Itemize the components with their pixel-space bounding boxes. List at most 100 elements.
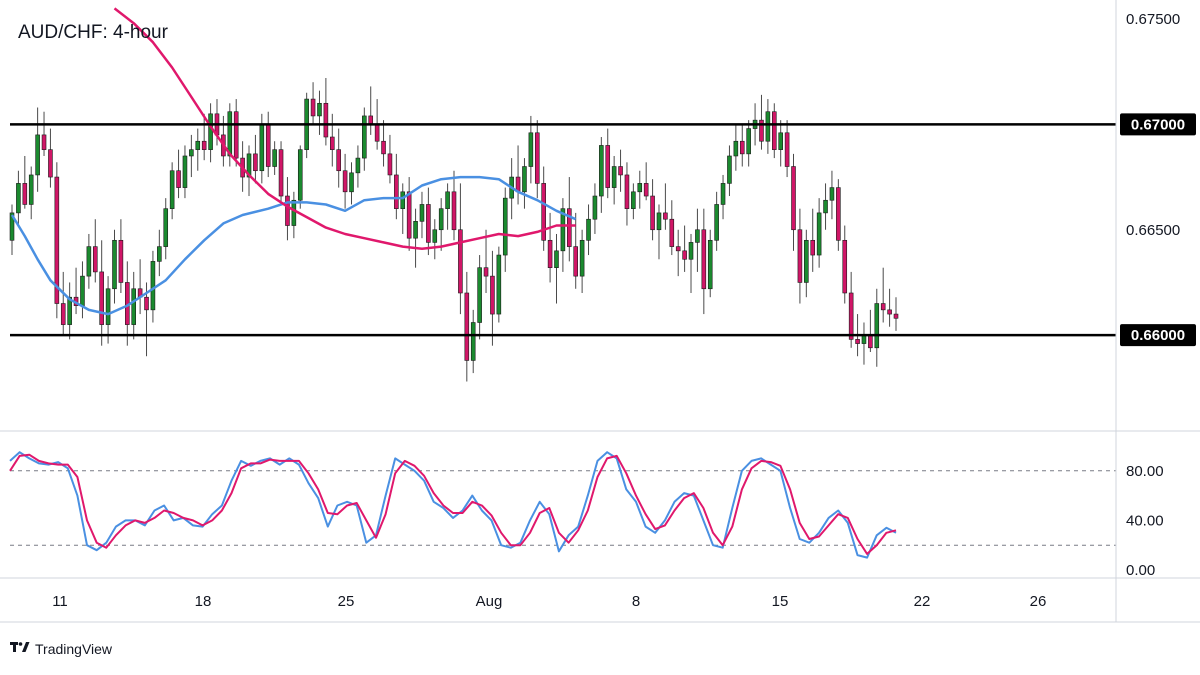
candle: [330, 113, 335, 167]
candle-body-down: [374, 124, 380, 142]
candle-body-down: [387, 153, 393, 176]
candle-body-up: [317, 102, 322, 117]
candle-body-up: [528, 132, 534, 167]
candle: [605, 128, 611, 199]
candle-body-down: [22, 183, 28, 205]
candle: [637, 170, 643, 209]
candle: [400, 183, 406, 234]
candle: [772, 103, 777, 159]
candle-body-down: [176, 170, 181, 188]
candle: [16, 170, 21, 226]
candle: [522, 158, 527, 209]
candle: [67, 282, 72, 340]
candle-body-up: [592, 195, 598, 220]
candle-body-up: [349, 172, 354, 193]
candle: [490, 250, 495, 346]
candle: [515, 145, 521, 205]
candle: [547, 212, 553, 283]
candle: [285, 177, 290, 241]
candle-body-down: [278, 149, 284, 197]
candle: [253, 134, 258, 184]
candle-body-down: [144, 296, 149, 311]
candle-body-down: [836, 187, 841, 241]
candle: [829, 170, 835, 220]
candle-body-down: [855, 339, 860, 344]
candle: [272, 141, 277, 175]
candle-body-down: [336, 149, 341, 172]
candle-body-up: [733, 140, 739, 157]
candle: [80, 261, 85, 319]
candle: [541, 166, 546, 251]
x-tick-label: 26: [1030, 593, 1047, 610]
candle: [804, 229, 809, 298]
candle-body-up: [823, 199, 828, 214]
candle: [22, 155, 28, 209]
candle: [502, 187, 508, 272]
candle-body-down: [759, 119, 764, 142]
candle-body-down: [54, 176, 60, 304]
candle: [310, 82, 316, 125]
candle: [868, 309, 873, 353]
candle-body-up: [291, 199, 297, 226]
candle: [445, 183, 450, 230]
candle-body-down: [772, 111, 777, 150]
candle-body-up: [522, 166, 527, 193]
candle: [701, 208, 707, 315]
candle: [41, 111, 47, 156]
candle-body-down: [650, 195, 655, 231]
candle-body-up: [470, 322, 476, 361]
candle: [73, 267, 79, 315]
candle: [195, 128, 201, 171]
candle: [118, 219, 124, 293]
x-tick-label: 8: [632, 593, 640, 610]
candle: [618, 149, 623, 192]
candle: [131, 271, 136, 340]
candle: [323, 77, 329, 146]
candle: [791, 153, 796, 251]
candle: [413, 208, 418, 268]
candle-body-up: [874, 303, 880, 349]
candle: [567, 177, 572, 262]
candle-body-down: [675, 246, 681, 252]
candle: [842, 225, 848, 304]
candle: [278, 141, 284, 205]
candle-body-down: [669, 218, 675, 247]
stochastic-line-2: [9, 453, 897, 555]
candle-body-up: [131, 288, 136, 325]
candle: [227, 103, 233, 167]
x-tick-label: 18: [195, 593, 212, 610]
candle: [810, 208, 816, 272]
candle-body-down: [118, 239, 124, 283]
candle: [663, 183, 668, 230]
candle-body-up: [445, 191, 450, 209]
candle: [163, 198, 169, 260]
candle-body-up: [355, 157, 361, 174]
level-badge: [1120, 324, 1196, 347]
price-pane: [9, 7, 1116, 382]
candle: [368, 86, 374, 135]
candle: [48, 128, 53, 188]
candle: [611, 155, 617, 205]
candle: [784, 120, 790, 178]
candle-body-up: [16, 183, 21, 214]
candle: [727, 145, 732, 197]
stochastic-line-1: [9, 451, 897, 559]
candle-body-up: [688, 242, 694, 260]
candle: [560, 198, 566, 272]
candle: [9, 204, 15, 256]
candle: [451, 170, 457, 241]
candle: [406, 177, 412, 251]
candle: [265, 111, 271, 178]
candle-body-down: [342, 170, 348, 193]
candle-body-down: [233, 111, 239, 159]
candle-body-up: [611, 166, 617, 188]
candle-body-up: [554, 250, 559, 268]
candle: [848, 271, 854, 348]
candle: [291, 191, 297, 239]
candle: [682, 225, 687, 272]
candle-body-down: [451, 191, 457, 231]
candle-body-up: [227, 111, 233, 157]
candle: [797, 208, 803, 304]
candle-body-down: [483, 267, 489, 277]
candle: [483, 229, 489, 293]
